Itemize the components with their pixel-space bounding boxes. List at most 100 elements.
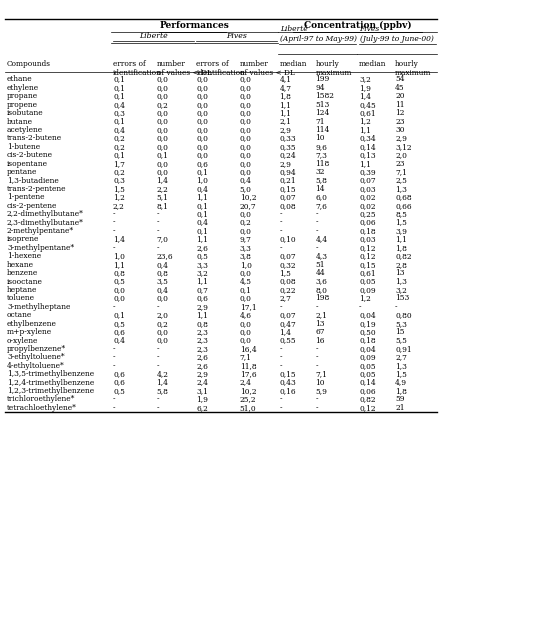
Text: 11,8: 11,8 [240,362,256,370]
Text: 17,1: 17,1 [240,303,256,311]
Text: 1,1: 1,1 [280,101,292,109]
Text: -: - [280,396,282,404]
Text: tetrachloethylene*: tetrachloethylene* [7,404,77,412]
Text: 0,0: 0,0 [196,151,208,159]
Text: 3,2: 3,2 [359,76,371,84]
Text: 20,7: 20,7 [240,202,256,210]
Text: 0,0: 0,0 [240,101,252,109]
Text: 0,2: 0,2 [240,219,252,227]
Text: 0,5: 0,5 [113,387,125,395]
Text: 71: 71 [315,118,325,126]
Text: 4-ethyltoluene*: 4-ethyltoluene* [7,362,65,370]
Text: 0,0: 0,0 [156,118,168,126]
Text: 0,25: 0,25 [359,210,375,218]
Text: 3,8: 3,8 [240,253,252,261]
Text: 0,6: 0,6 [113,379,125,387]
Text: octane: octane [7,311,32,319]
Text: -: - [156,362,159,370]
Text: 3-methylpentane*: 3-methylpentane* [7,244,74,252]
Text: 0,6: 0,6 [113,328,125,336]
Text: 1,1: 1,1 [359,126,371,134]
Text: ethylene: ethylene [7,84,39,92]
Text: -: - [113,345,116,353]
Text: 0,06: 0,06 [359,387,375,395]
Text: 1,4: 1,4 [156,379,168,387]
Text: hourly
maximum: hourly maximum [315,59,352,77]
Text: 0,6: 0,6 [196,294,208,302]
Text: 4,4: 4,4 [315,236,328,244]
Text: 25,2: 25,2 [240,396,256,404]
Text: 0,1: 0,1 [113,118,125,126]
Text: trans-2-pentene: trans-2-pentene [7,185,67,193]
Text: 1,8: 1,8 [280,92,292,100]
Text: 2,1: 2,1 [315,311,327,319]
Text: hourly
maximum: hourly maximum [395,59,432,77]
Text: cis-2-butene: cis-2-butene [7,151,53,159]
Text: 0,08: 0,08 [280,278,296,286]
Text: 4,9: 4,9 [395,379,407,387]
Text: 9,7: 9,7 [240,236,252,244]
Text: 0,39: 0,39 [359,168,375,176]
Text: 0,03: 0,03 [359,185,375,193]
Text: 17,6: 17,6 [240,370,256,378]
Text: ethylbenzene: ethylbenzene [7,320,57,328]
Text: 2,3: 2,3 [196,336,208,344]
Text: 1,3: 1,3 [395,185,407,193]
Text: -: - [156,404,159,412]
Text: 1-hexene: 1-hexene [7,253,41,261]
Text: 2,9: 2,9 [280,159,292,168]
Text: 0,4: 0,4 [156,261,168,269]
Text: 1,3: 1,3 [395,278,407,286]
Text: 1,1: 1,1 [196,193,208,201]
Text: 0,0: 0,0 [240,328,252,336]
Text: 23: 23 [395,159,405,168]
Text: 0,0: 0,0 [156,92,168,100]
Text: 0,0: 0,0 [240,294,252,302]
Text: 20: 20 [395,92,405,100]
Text: 7,1: 7,1 [240,353,252,361]
Text: 0,04: 0,04 [359,345,376,353]
Text: 0,1: 0,1 [196,210,208,218]
Text: benzene: benzene [7,269,38,277]
Text: 2,0: 2,0 [156,311,168,319]
Text: 0,0: 0,0 [196,126,208,134]
Text: 10,2: 10,2 [240,193,256,201]
Text: 4,2: 4,2 [156,370,168,378]
Text: -: - [280,227,282,235]
Text: 0,55: 0,55 [280,336,296,344]
Text: 0,0: 0,0 [240,336,252,344]
Text: -: - [156,396,159,404]
Text: 0,07: 0,07 [280,311,296,319]
Text: Fives: Fives [226,32,247,40]
Text: -: - [113,244,116,252]
Text: 0,12: 0,12 [359,253,375,261]
Text: 0,0: 0,0 [240,320,252,328]
Text: 0,1: 0,1 [196,202,208,210]
Text: 0,2: 0,2 [113,134,125,142]
Text: 0,1: 0,1 [113,84,125,92]
Text: 0,66: 0,66 [395,202,412,210]
Text: 0,0: 0,0 [156,159,168,168]
Text: 1,4: 1,4 [280,328,292,336]
Text: 1,5: 1,5 [280,269,292,277]
Text: 0,0: 0,0 [240,168,252,176]
Text: 0,4: 0,4 [113,101,125,109]
Text: 0,0: 0,0 [240,143,252,151]
Text: 0,8: 0,8 [196,320,208,328]
Text: Performances: Performances [160,21,229,31]
Text: 1,4: 1,4 [113,236,125,244]
Text: 0,1: 0,1 [240,286,252,294]
Text: 0,15: 0,15 [280,185,296,193]
Text: 0,0: 0,0 [240,151,252,159]
Text: 0,8: 0,8 [113,269,125,277]
Text: 0,0: 0,0 [240,269,252,277]
Text: -: - [280,303,282,311]
Text: 0,10: 0,10 [280,236,296,244]
Text: -: - [156,210,159,218]
Text: 4,7: 4,7 [280,84,292,92]
Text: 16,4: 16,4 [240,345,256,353]
Text: 13: 13 [315,320,325,328]
Text: 0,07: 0,07 [359,176,375,184]
Text: 0,7: 0,7 [196,286,208,294]
Text: butane: butane [7,118,33,126]
